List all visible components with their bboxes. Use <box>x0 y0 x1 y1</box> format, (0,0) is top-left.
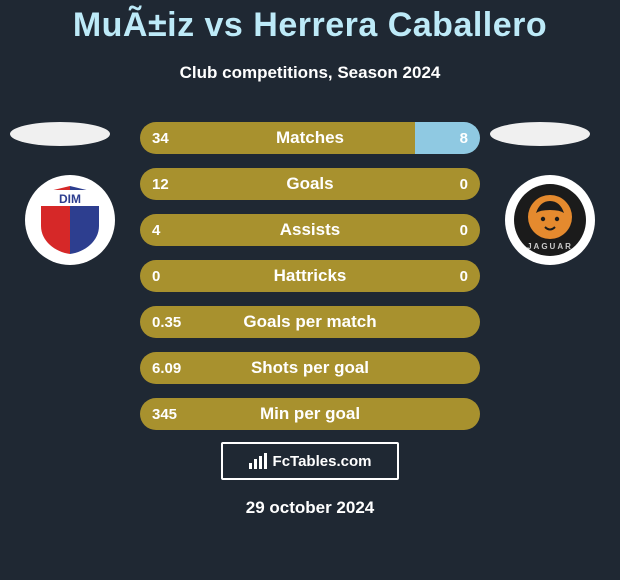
stat-row: 345Min per goal <box>140 398 480 430</box>
svg-text:JAGUAR: JAGUAR <box>527 242 573 251</box>
stat-label: Goals per match <box>140 306 480 338</box>
right-team-crest: JAGUAR <box>505 175 595 265</box>
stat-label: Assists <box>140 214 480 246</box>
brand-badge: FcTables.com <box>221 442 399 480</box>
stat-label: Shots per goal <box>140 352 480 384</box>
stat-row: 40Assists <box>140 214 480 246</box>
stat-row: 120Goals <box>140 168 480 200</box>
stat-label: Hattricks <box>140 260 480 292</box>
stat-row: 6.09Shots per goal <box>140 352 480 384</box>
bar-chart-icon <box>249 453 267 469</box>
footer-date: 29 october 2024 <box>0 498 620 518</box>
left-shadow-oval <box>10 122 110 146</box>
jaguar-crest-icon: JAGUAR <box>513 183 587 257</box>
stat-label: Goals <box>140 168 480 200</box>
left-team-crest: DIM <box>25 175 115 265</box>
stat-row: 348Matches <box>140 122 480 154</box>
stat-label: Matches <box>140 122 480 154</box>
page-title: MuÃ±iz vs Herrera Caballero <box>0 0 620 45</box>
stat-row: 00Hattricks <box>140 260 480 292</box>
stat-row: 0.35Goals per match <box>140 306 480 338</box>
svg-text:DIM: DIM <box>59 192 81 206</box>
comparison-infographic: MuÃ±iz vs Herrera Caballero Club competi… <box>0 0 620 580</box>
stat-label: Min per goal <box>140 398 480 430</box>
shield-icon: DIM <box>37 182 103 258</box>
stat-bars: 348Matches 120Goals 40Assists 00Hattricks 0.… <box>140 122 480 444</box>
page-subtitle: Club competitions, Season 2024 <box>0 63 620 83</box>
brand-text: FcTables.com <box>273 453 372 470</box>
right-shadow-oval <box>490 122 590 146</box>
